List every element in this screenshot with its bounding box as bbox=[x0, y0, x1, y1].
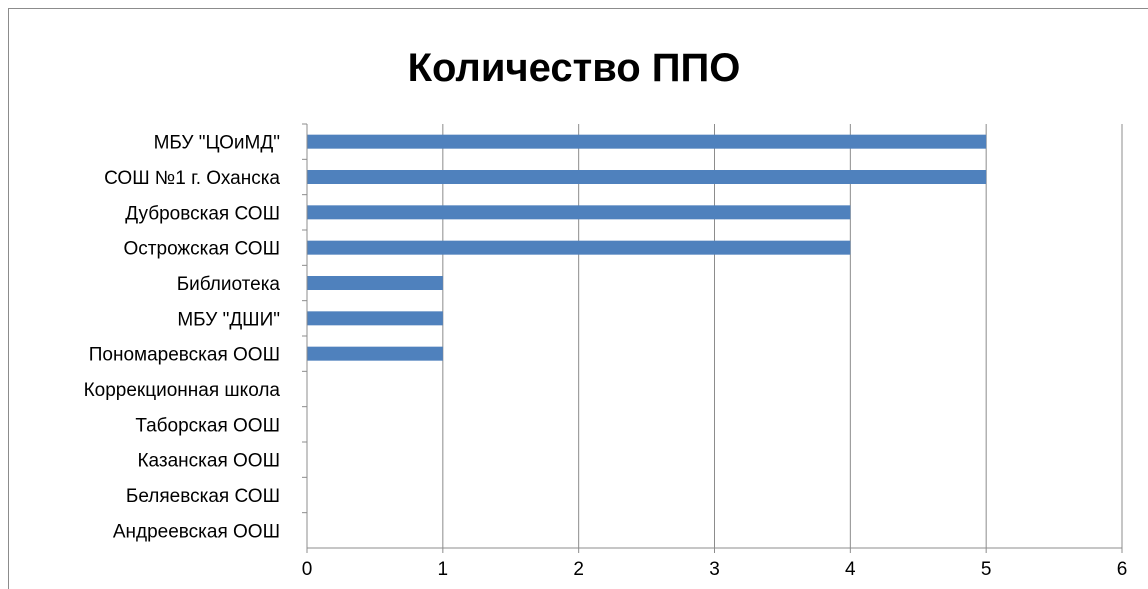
y-tick-label: Таборская ООШ bbox=[135, 415, 280, 436]
chart-title: Количество ППО bbox=[407, 46, 741, 90]
bar bbox=[307, 205, 851, 220]
x-tick-label: 1 bbox=[438, 559, 449, 580]
y-tick-label: Библиотека bbox=[177, 274, 281, 295]
chart-area bbox=[8, 8, 1148, 589]
tick-labels: 0 1 2 3 4 5 6 МБУ "ЦОиМД" СОШ №1 г. Оханска Дубро… bbox=[84, 133, 1128, 580]
y-tick-label: МБУ "ДШИ" bbox=[177, 309, 280, 330]
x-tick-label: 4 bbox=[845, 559, 856, 580]
y-tick-label: Казанская ООШ bbox=[137, 451, 280, 472]
bar bbox=[307, 170, 987, 184]
y-tick-label: Острожская СОШ bbox=[124, 239, 280, 260]
bar bbox=[307, 134, 987, 149]
x-tick-label: 0 bbox=[302, 559, 313, 580]
bar bbox=[307, 276, 443, 290]
y-tick-label: Беляевская СОШ bbox=[126, 486, 280, 507]
y-tick-label: Андреевская ООШ bbox=[113, 521, 280, 542]
bar bbox=[307, 346, 443, 361]
bars bbox=[307, 134, 987, 361]
x-tick-label: 6 bbox=[1117, 559, 1128, 580]
gridlines bbox=[442, 124, 1123, 548]
y-tick-label: МБУ "ЦОиМД" bbox=[154, 133, 280, 154]
x-tick-label: 2 bbox=[573, 559, 584, 580]
bar bbox=[307, 240, 851, 255]
x-tick-label: 5 bbox=[981, 559, 992, 580]
y-tick-label: Пономаревская ООШ bbox=[89, 345, 280, 366]
x-tick-label: 3 bbox=[709, 559, 720, 580]
axes bbox=[302, 123, 1123, 553]
bar bbox=[307, 311, 443, 326]
y-tick-label: Коррекционная школа bbox=[84, 380, 281, 401]
y-tick-label: Дубровская СОШ bbox=[125, 203, 280, 224]
y-tick-label: СОШ №1 г. Оханска bbox=[104, 168, 280, 189]
